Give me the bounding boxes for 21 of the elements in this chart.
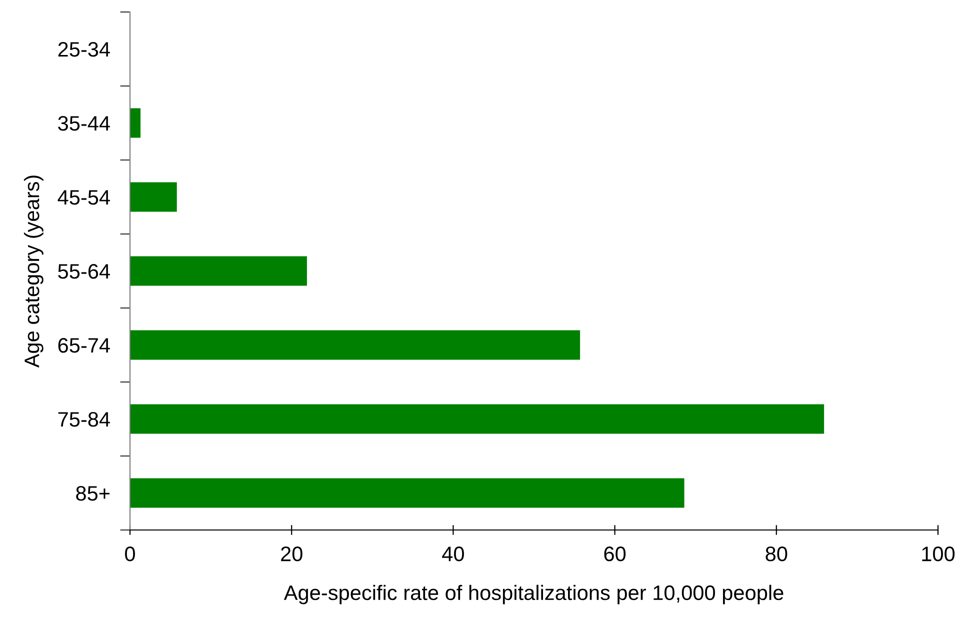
y-tick-label: 25-34: [58, 42, 110, 57]
x-tick-label: 20: [281, 546, 302, 562]
y-axis-title: Age category (years): [24, 176, 44, 368]
y-tick-label: 45-54: [58, 190, 110, 205]
bar: [130, 182, 177, 212]
x-tick-label: 40: [442, 546, 464, 562]
y-tick-label: 75-84: [58, 412, 110, 427]
bar: [130, 330, 580, 360]
bar: [130, 256, 307, 286]
x-axis-title: Age-specific rate of hospitalizations per 10,000 people: [284, 584, 784, 604]
x-tick-label: 80: [766, 546, 788, 562]
y-tick-label: 55-64: [58, 264, 110, 279]
y-tick-label: 65-74: [58, 338, 110, 353]
x-tick-label: 0: [125, 546, 135, 562]
x-tick-label: 100: [922, 546, 955, 562]
bar: [130, 108, 141, 138]
x-tick-label: 60: [604, 546, 626, 562]
bar: [130, 478, 684, 508]
y-tick-label: 35-44: [58, 116, 110, 131]
bar: [130, 404, 824, 434]
y-tick-label: 85+: [76, 486, 110, 501]
